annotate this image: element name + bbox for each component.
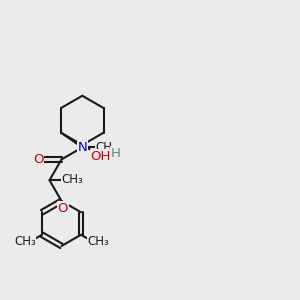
Text: O: O [33,153,44,166]
Text: H: H [111,147,121,160]
Text: CH₃: CH₃ [95,141,117,154]
Text: OH: OH [91,150,111,163]
Text: O: O [58,202,68,215]
Text: CH₃: CH₃ [87,235,109,248]
Text: CH₃: CH₃ [61,173,83,186]
Text: N: N [77,141,87,154]
Text: CH₃: CH₃ [14,235,36,248]
